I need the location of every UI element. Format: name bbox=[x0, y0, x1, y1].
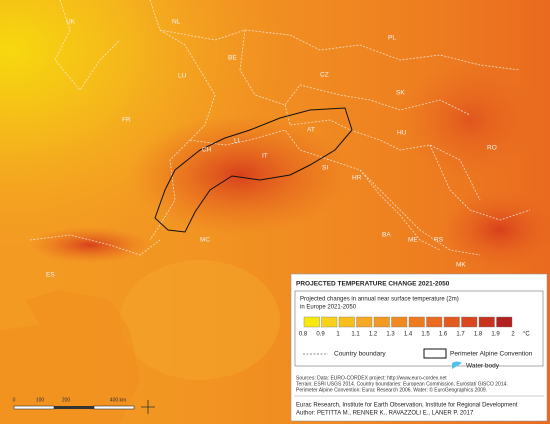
country-label: FR bbox=[122, 117, 131, 124]
scale-unit: °C bbox=[523, 332, 530, 338]
source-line: Terrain: ESRI USGS 2014. Country boundar… bbox=[296, 381, 508, 387]
scale-tick-label: 1.3 bbox=[386, 332, 395, 338]
scale-segment bbox=[54, 406, 94, 409]
color-swatch bbox=[373, 316, 390, 328]
country-label: BE bbox=[228, 55, 237, 62]
scale-bar: 0 100 200 400 km bbox=[13, 397, 155, 414]
scale-tick-label: 1.2 bbox=[369, 332, 378, 338]
scale-label: 0 bbox=[13, 397, 16, 403]
color-swatch bbox=[321, 316, 338, 328]
country-label: LI bbox=[234, 138, 240, 145]
credit-line: Author: PETITTA M., RENNER K., RAVAZZOLI… bbox=[296, 411, 474, 417]
color-swatch bbox=[426, 316, 443, 328]
scale-label: 200 bbox=[62, 397, 71, 403]
color-swatch bbox=[408, 316, 425, 328]
scale-tick-label: 0.8 bbox=[299, 332, 308, 338]
scale-tick-label: 1.4 bbox=[404, 332, 413, 338]
scale-segment bbox=[13, 405, 55, 410]
north-arrow bbox=[141, 400, 155, 414]
scale-tick-label: 1 bbox=[336, 332, 340, 338]
scale-segment bbox=[93, 405, 135, 410]
country-label: CZ bbox=[320, 72, 329, 79]
sea-area bbox=[120, 260, 280, 380]
alpine-perimeter bbox=[154, 107, 353, 233]
legend-subtitle: Projected changes in annual near surface… bbox=[300, 297, 459, 303]
legend-box bbox=[294, 290, 544, 367]
color-swatch bbox=[391, 316, 408, 328]
legend-water bbox=[452, 361, 462, 369]
scale-tick-label: 1.8 bbox=[474, 332, 483, 338]
country-label: HU bbox=[397, 130, 407, 137]
color-swatch bbox=[303, 316, 320, 328]
color-swatch bbox=[496, 316, 513, 328]
credit-line: Eurac Research, Institute for Earth Obse… bbox=[296, 403, 518, 409]
scale-label: 100 bbox=[36, 397, 45, 403]
country-label: HR bbox=[352, 175, 362, 182]
legend-item: Water body bbox=[466, 363, 500, 370]
scale-tick-label: 1.7 bbox=[456, 332, 465, 338]
scale-tick-label: 0.9 bbox=[316, 332, 325, 338]
hot-area bbox=[400, 60, 540, 180]
scale-tick-label: 1.9 bbox=[491, 332, 500, 338]
scale-tick-label: 1.5 bbox=[421, 332, 430, 338]
color-swatch bbox=[461, 316, 478, 328]
terrain bbox=[0, 290, 140, 424]
country-label: UK bbox=[66, 19, 76, 26]
scale-label: 400 km bbox=[110, 397, 126, 403]
scale-tick-label: 1.1 bbox=[351, 332, 360, 338]
country-label: SI bbox=[322, 165, 328, 172]
country-label: RS bbox=[434, 237, 444, 244]
country-label: RO bbox=[487, 145, 497, 152]
country-label: ES bbox=[46, 272, 55, 279]
color-swatch bbox=[478, 316, 495, 328]
legend-item: Perimeter Alpine Convention bbox=[450, 351, 533, 358]
legend-title: PROJECTED TEMPERATURE CHANGE 2021-2050 bbox=[296, 281, 450, 288]
country-boundaries bbox=[29, 0, 531, 256]
country-label: CH bbox=[202, 147, 212, 154]
hot-area bbox=[30, 227, 150, 263]
country-label: BA bbox=[382, 232, 391, 239]
country-label: IT bbox=[262, 153, 268, 160]
color-swatch bbox=[443, 316, 460, 328]
color-swatch bbox=[356, 316, 373, 328]
country-label: PL bbox=[388, 35, 396, 42]
color-swatch bbox=[338, 316, 355, 328]
country-label: SK bbox=[396, 90, 405, 97]
country-label: MC bbox=[200, 237, 210, 244]
scale-tick-label: 1.6 bbox=[439, 332, 448, 338]
legend-subtitle: in Europe 2021-2050 bbox=[300, 305, 357, 311]
source-line: Sources: Data: EURO-CORDEX project: http… bbox=[296, 375, 447, 381]
legend-panel bbox=[290, 273, 548, 422]
country-label: NL bbox=[172, 19, 181, 26]
source-line: Perimeter Alpine Convention: Eurac Resea… bbox=[296, 386, 487, 393]
country-label: LU bbox=[178, 73, 187, 80]
country-label: MK bbox=[456, 262, 466, 269]
legend: PROJECTED TEMPERATURE CHANGE 2021-2050 P… bbox=[290, 273, 548, 422]
legend-perimeter bbox=[423, 348, 447, 359]
scale-tick-label: 2 bbox=[511, 332, 515, 338]
legend-item: Country boundary bbox=[334, 351, 386, 358]
country-label: AT bbox=[307, 127, 315, 134]
country-label: ME bbox=[408, 237, 418, 244]
country-labels: UK NL BE LU PL CZ SK FR AT HU CH LI SI H… bbox=[46, 19, 497, 279]
hot-area bbox=[440, 190, 550, 270]
